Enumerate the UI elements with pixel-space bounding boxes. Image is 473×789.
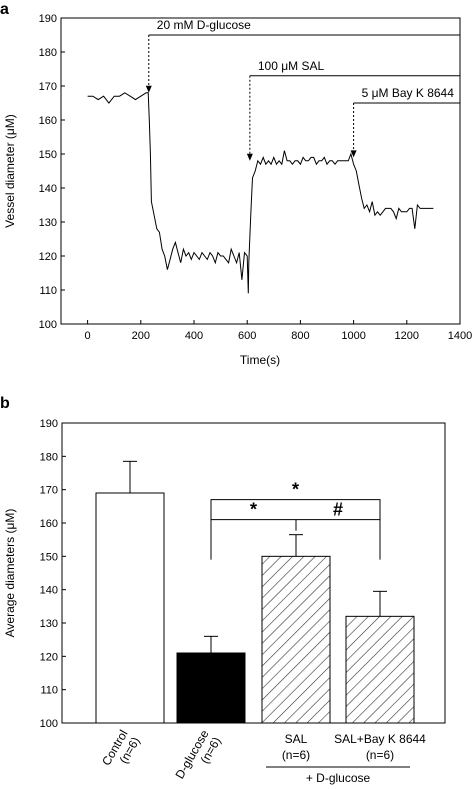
x-tick-label: 1000 — [341, 330, 365, 342]
bar — [261, 555, 331, 724]
x-tick-label: 600 — [238, 330, 256, 342]
annotation-label: 100 μM SAL — [258, 59, 325, 73]
category-labels: Control(n=6) D-glucose(n=6) SAL (n=6) SAL+Ba… — [99, 727, 426, 788]
y-tick-label: 130 — [39, 217, 57, 229]
annotation-arrowhead — [350, 150, 357, 158]
line-chart: 100 110 120 130 140 150 160 170 180 190 0 200 400 60… — [3, 13, 472, 367]
category-label: SAL+Bay K 8644 — [334, 732, 426, 746]
annotation-arrowhead — [246, 153, 253, 161]
significance-marker: * — [292, 480, 299, 500]
y-tick-label: 100 — [39, 319, 57, 331]
y-tick-label: 120 — [40, 651, 58, 663]
category-label: SAL — [285, 732, 308, 746]
annotation-label: 5 μM Bay K 8644 — [362, 86, 455, 100]
y-tick-label: 190 — [39, 13, 57, 25]
y-axis-label: Average diameters (μM) — [3, 509, 17, 638]
panel-a-label: a — [0, 1, 9, 18]
bar-chart: 100 110 120 130 140 150 160 170 180 190 * * # Contr… — [3, 418, 446, 788]
y-tick-label: 130 — [40, 618, 58, 630]
y-tick-label: 150 — [39, 149, 57, 161]
bar — [95, 492, 165, 724]
bar — [176, 652, 246, 724]
group-label: + D-glucose — [306, 771, 371, 785]
y-tick-label: 180 — [39, 47, 57, 59]
significance-marker: * — [250, 500, 257, 520]
category-label: Control(n=6) — [99, 728, 143, 776]
plot-frame — [61, 422, 446, 724]
category-n: (n=6) — [366, 748, 394, 762]
x-tick-label: 200 — [132, 330, 150, 342]
x-tick-label: 0 — [85, 330, 91, 342]
treatment-annotations: 20 mM D-glucose 100 μM SAL 5 μM Bay K 8644 — [145, 18, 460, 161]
x-tick-label: 400 — [185, 330, 203, 342]
y-axis-label: Vessel diameter (μM) — [3, 114, 17, 228]
significance-brackets: * * # — [210, 480, 381, 560]
annotation-label: 20 mM D-glucose — [157, 18, 251, 32]
y-tick-label: 150 — [40, 551, 58, 563]
y-tick-label: 170 — [39, 81, 57, 93]
category-label: D-glucose(n=6) — [172, 727, 223, 788]
y-tick-label: 160 — [40, 518, 58, 530]
x-axis-label: Time(s) — [240, 353, 280, 367]
y-tick-label: 170 — [40, 485, 58, 497]
bars — [95, 460, 415, 724]
y-axis-ticks: 100 110 120 130 140 150 160 170 180 190 — [40, 418, 66, 730]
y-axis-ticks: 100 110 120 130 140 150 160 170 180 190 — [39, 13, 65, 331]
significance-bracket — [295, 519, 381, 560]
x-tick-label: 1400 — [448, 330, 472, 342]
x-tick-label: 800 — [291, 330, 309, 342]
y-tick-label: 110 — [39, 285, 57, 297]
x-tick-label: 1200 — [395, 330, 419, 342]
y-tick-label: 110 — [40, 685, 58, 697]
y-tick-label: 190 — [40, 418, 58, 430]
plot-frame — [60, 17, 461, 325]
y-tick-label: 140 — [40, 585, 58, 597]
y-tick-label: 180 — [40, 451, 58, 463]
category-n: (n=6) — [282, 748, 310, 762]
significance-bracket — [210, 519, 297, 560]
x-axis-ticks: 0 200 400 600 800 1000 1200 1400 — [85, 320, 472, 342]
panel-b-label: b — [0, 395, 10, 412]
bar — [345, 615, 415, 724]
y-tick-label: 100 — [40, 718, 58, 730]
y-tick-label: 140 — [39, 183, 57, 195]
y-tick-label: 120 — [39, 251, 57, 263]
y-tick-label: 160 — [39, 115, 57, 127]
significance-marker: # — [333, 500, 343, 520]
annotation-arrowhead — [145, 85, 152, 93]
diameter-trace — [87, 92, 434, 294]
